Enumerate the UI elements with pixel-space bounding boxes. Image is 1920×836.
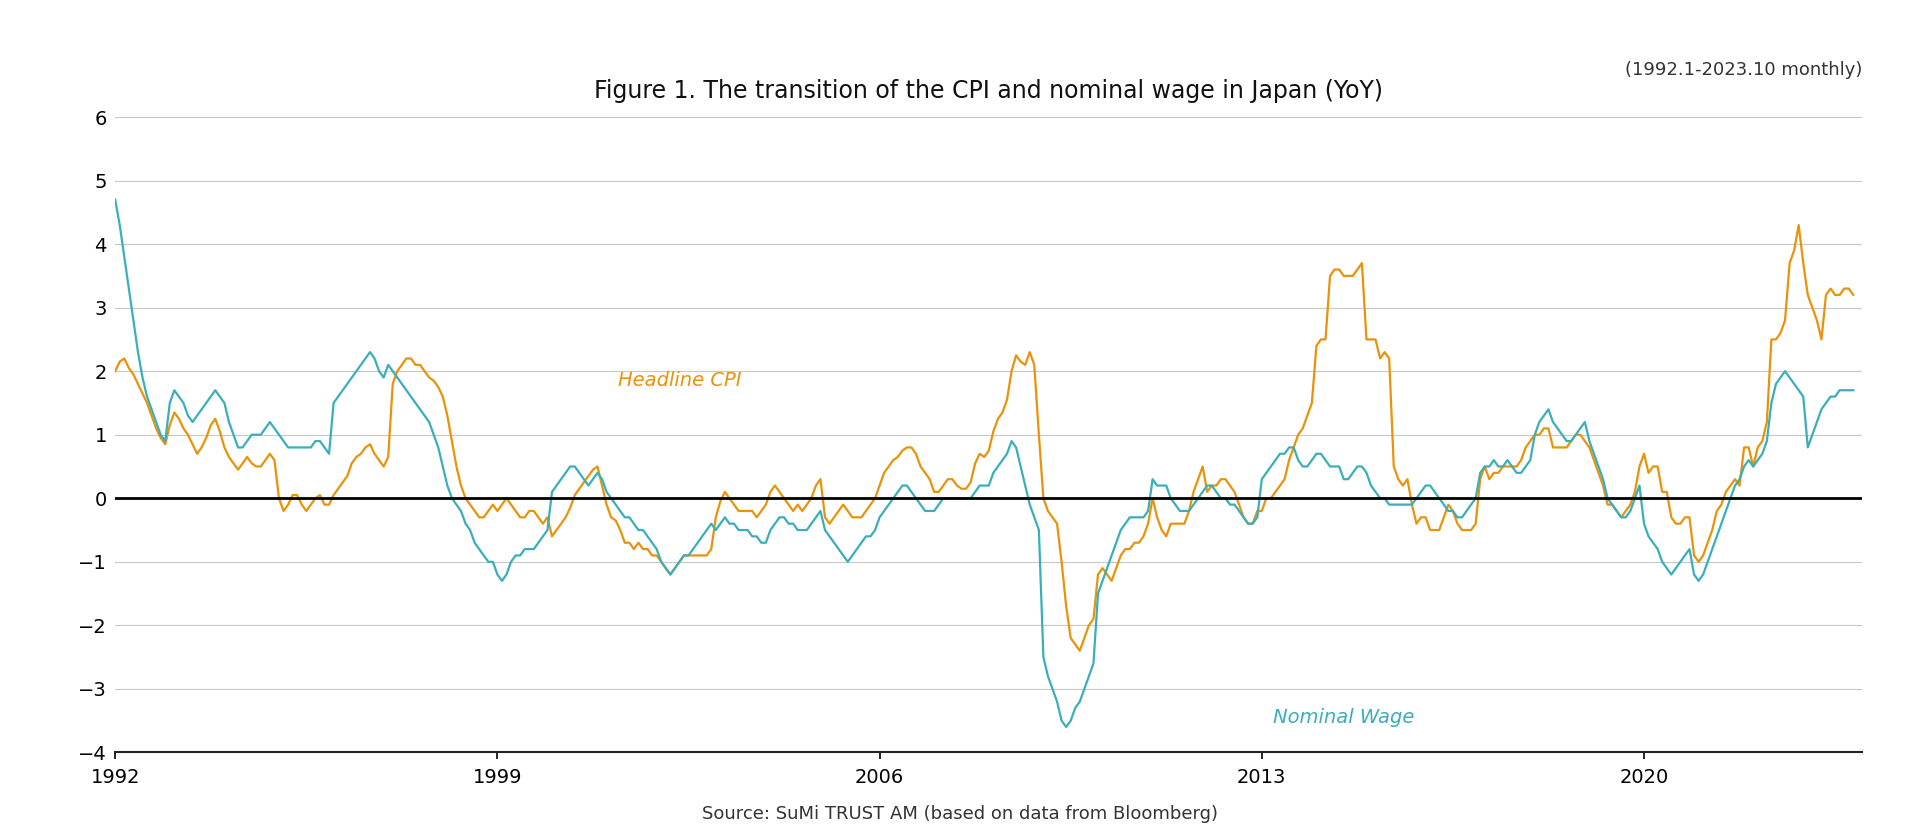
Text: (1992.1-2023.10 monthly): (1992.1-2023.10 monthly): [1624, 61, 1862, 79]
Title: Figure 1. The transition of the CPI and nominal wage in Japan (YoY): Figure 1. The transition of the CPI and …: [595, 79, 1382, 103]
Text: Headline CPI: Headline CPI: [618, 371, 741, 390]
Text: Source: SuMi TRUST AM (based on data from Bloomberg): Source: SuMi TRUST AM (based on data fro…: [703, 805, 1217, 823]
Text: Nominal Wage: Nominal Wage: [1273, 708, 1415, 727]
